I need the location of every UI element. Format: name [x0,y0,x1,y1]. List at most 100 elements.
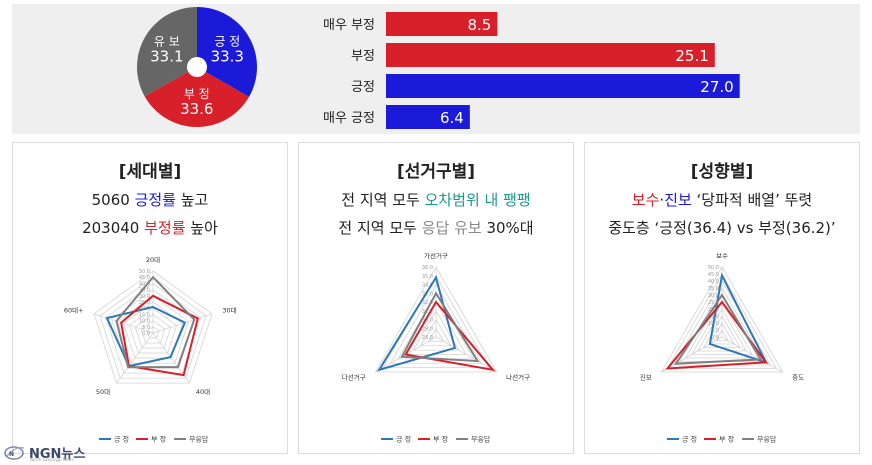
radar-tick-label: 30.0 [708,293,719,299]
pie-slice-name: 유 보 [154,34,180,48]
pie-slice [137,7,197,97]
age-radar-chart: 50.045.040.035.030.025.020.015.010.05.00… [64,256,237,444]
radar-tick-label: 50.0 [139,269,150,275]
bar-value-label: 6.4 [440,109,464,127]
headline-segment: 보수 [631,191,660,209]
intensity-bar-chart: 매우 부정 8.5 부정 25.1 긍정 27.0 매우 긍정 6.4 [323,12,740,129]
radar-axis-label: 30대 [222,306,236,314]
radar-gridline [140,320,166,344]
radar-tick-label: 10.0 [139,319,150,325]
headline-segment: 중도층 ‘긍정(36.4) vs 부정(36.2)’ [608,219,836,237]
panel-district: [선거구별] 전 지역 모두 오차범위 내 팽팽 전 지역 모두 응답 유보 3… [298,142,574,454]
radar-tick-label: 35.0 [708,286,719,292]
radar-gridline [146,326,160,339]
radar-tick-label: 36.0 [422,265,433,271]
radar-axis-label: 나선거구 [506,373,530,382]
headline-segment: 높아 [185,219,218,237]
radar-gridline [93,270,213,384]
headline-segment: · [659,191,665,209]
radar-tick-label: 20.0 [708,307,719,313]
radar-axis-label: 50대 [96,388,110,396]
radar-tick-label: 35.0 [422,274,433,280]
headline-segment: ‘당파적 배열’ 뚜렷 [691,191,813,209]
radar-gridline [427,327,445,342]
radar-series-2 [115,275,196,369]
panel-title: [성향별] [690,162,754,182]
radar-axis-label: 60대+ [64,306,84,314]
headline-segment: 부정률 [144,219,186,237]
radar-tick-label: 30.0 [139,294,150,300]
radar-tick-label: 5.0 [711,328,719,334]
radar-tick-label: 25.0 [708,300,719,306]
pie-slice-name: 긍 정 [214,34,240,48]
radar-gridline [389,283,483,364]
legend-label: 긍 정 [682,435,697,444]
bar-value-label: 8.5 [467,16,491,34]
bar [386,12,498,36]
bar-label: 매우 부정 [323,18,375,33]
panel-headline-1: 보수·진보 ‘당파적 배열’ 뚜렷 [585,189,859,210]
panel-headline-2: 전 지역 모두 응답 유보 30%대 [299,217,573,238]
bar-value-label: 27.0 [700,78,733,96]
radar-gridline [690,301,754,355]
panel-headline-1: 5060 긍정률 높고 [13,189,287,210]
radar-tick-label: 5.0 [142,325,150,331]
headline-segment: 30%대 [481,219,534,237]
radar-gridline [412,309,460,351]
radar-axis-label: 다선거구 [342,373,366,382]
pie-slice-value: 33.3 [211,47,244,65]
logo: N NGN뉴스 North Gyeonggi News [4,442,85,462]
radar-spoke [721,336,783,373]
radar-gridline [660,266,784,373]
radar-gridline [374,266,498,373]
radar-spoke [435,336,497,373]
radar-tick-label: 31.0 [422,309,433,315]
radar-tick-label: 29.0 [422,326,433,332]
legend-label: 부 정 [719,435,734,444]
headline-segment: 5060 [91,191,135,209]
headline-segment: 전 지역 모두 [338,219,422,237]
legend-label: 무응답 [757,435,777,444]
overall-pie-chart: 긍 정33.3 부 정33.6 유 보33.1 [137,7,257,128]
bar [386,74,740,98]
radar-gridline [715,329,729,341]
legend-label: 부 정 [151,435,166,444]
pie-slice-value: 33.6 [180,100,213,118]
panel-ideology: [성향별] 보수·진보 ‘당파적 배열’ 뚜렷 중도층 ‘긍정(36.4) vs… [584,142,860,454]
radar-gridline [128,307,178,354]
radar-gridline [117,295,189,364]
headline-segment: 긍정률 [134,191,176,209]
radar-gridline [697,308,747,352]
radar-spoke [116,332,154,384]
radar-gridline [420,318,452,347]
logo-text: NGN뉴스 [29,446,86,462]
headline-segment: 203040 [82,219,145,237]
radar-series-2 [673,293,763,365]
radar-series-0 [105,305,187,368]
legend-label: 무응답 [471,435,491,444]
panel-title: [선거구별] [396,162,476,182]
headline-segment: 응답 유보 [421,219,482,237]
radar-axis-label: 보수 [716,253,728,260]
radar-tick-label: 33.0 [422,291,433,297]
radar-tick-label: 45.0 [139,275,150,281]
district-radar-chart: 36.0 35.0 34.0 33.0 32.0 31.0 30.0 29.0 28.0 가선거구… [342,253,530,444]
radar-axis-label: 진보 [640,373,652,382]
bar-label: 긍정 [351,80,375,95]
ideology-radar-chart: 50.045.040.035.030.025.020.015.010.05.00… [640,253,804,444]
panel-age: [세대별] 5060 긍정률 높고 203040 부정률 높아 50.0 45.0… [12,142,288,454]
headline-segment: 높고 [175,191,209,209]
pie-slice [144,67,250,128]
radar-axis-label: 40대 [196,388,210,396]
bar-value-label: 25.1 [675,47,708,65]
panel-headline-2: 중도층 ‘긍정(36.4) vs 부정(36.2)’ [585,217,859,238]
radar-series-2 [400,291,480,363]
ngn-logo-icon: N [4,446,25,460]
legend-label: 무응답 [189,435,209,444]
headline-segment: 전 지역 모두 [341,191,425,209]
headline-segment: 진보 [664,191,692,209]
radar-tick-label: 50.0 [708,265,719,271]
radar-axis-label: 20대 [146,256,160,264]
radar-tick-label: 30.0 [422,318,433,324]
legend-label: 부 정 [433,435,448,444]
